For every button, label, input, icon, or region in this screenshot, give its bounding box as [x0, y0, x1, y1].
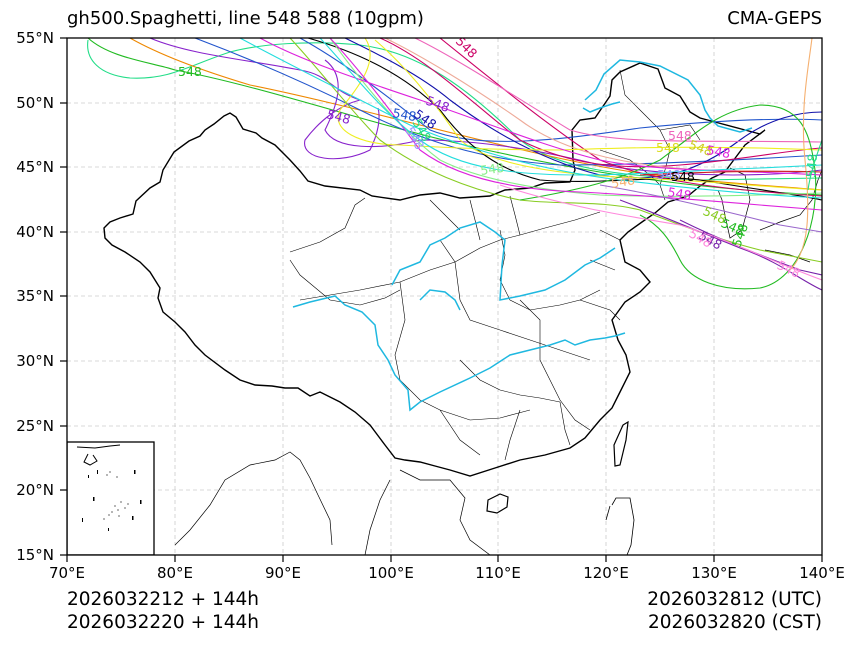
- rivers: [292, 59, 753, 412]
- yangtze-river: [292, 295, 626, 412]
- lon-label-140: 140°E: [799, 564, 845, 582]
- contour-label: 548: [705, 142, 731, 161]
- member-line: [379, 38, 822, 168]
- contour-label: 548: [803, 153, 820, 178]
- member-line: [789, 38, 813, 271]
- init-time-utc: 2026032212 + 144h: [67, 589, 260, 610]
- contour-label: 548: [391, 105, 417, 124]
- lon-label-80: 80°E: [156, 564, 194, 582]
- spaghetti-contours: [87, 38, 822, 291]
- contour-label: 548: [668, 128, 692, 143]
- philippines: [605, 497, 635, 555]
- contour-label: 548: [479, 160, 505, 178]
- lon-label-130: 130°E: [691, 564, 737, 582]
- member-line: [619, 199, 822, 291]
- member-line: [344, 38, 822, 179]
- member-line: [239, 38, 822, 199]
- member-line: [384, 38, 822, 173]
- member-line: [307, 38, 822, 201]
- contour-label: 548: [325, 106, 352, 127]
- member-line: [639, 170, 822, 176]
- lon-label-110: 110°E: [475, 564, 521, 582]
- contour-label: 548: [666, 184, 692, 203]
- member-line: [194, 38, 822, 166]
- member-line: [414, 38, 822, 143]
- member-line: [87, 38, 822, 196]
- contour-label: 548: [178, 64, 202, 79]
- heilongjiang-river: [584, 59, 753, 133]
- contour-label: 548: [656, 140, 680, 155]
- gridlines: [67, 38, 822, 555]
- member-line: [329, 38, 822, 211]
- lat-label-40: 40°N: [16, 223, 54, 241]
- init-time-cst: 2026032220 + 144h: [67, 612, 260, 633]
- lat-label-50: 50°N: [16, 94, 54, 112]
- province-borders: [289, 69, 701, 461]
- lat-label-45: 45°N: [16, 158, 54, 176]
- heilongjiang-river-west: [582, 101, 621, 113]
- lon-label-120: 120°E: [583, 564, 629, 582]
- lat-label-35: 35°N: [16, 287, 54, 305]
- lon-label-90: 90°E: [264, 564, 302, 582]
- member-line: [87, 39, 822, 181]
- contour-label: 548: [610, 172, 636, 191]
- hainan-island: [486, 493, 509, 514]
- lon-label-100: 100°E: [368, 564, 414, 582]
- member-line: [337, 38, 822, 151]
- member-line: [329, 38, 822, 197]
- chart-title: gh500.Spaghetti, line 548 588 (10gpm): [67, 8, 424, 29]
- lat-label-25: 25°N: [16, 417, 54, 435]
- south-china-sea-inset: [67, 441, 155, 555]
- contour-label: 548: [671, 169, 695, 184]
- tick-marks: [60, 37, 823, 562]
- valid-time-utc: 2026032812 (UTC): [647, 589, 822, 610]
- yellow-river-upper: [419, 289, 461, 311]
- indochina-coast: [364, 469, 491, 555]
- lon-label-70: 70°E: [48, 564, 86, 582]
- contour-label: 548: [657, 167, 681, 182]
- lat-label-30: 30°N: [16, 352, 54, 370]
- lat-label-20: 20°N: [16, 481, 54, 499]
- member-line: [499, 184, 822, 281]
- valid-time-cst: 2026032820 (CST): [648, 612, 822, 633]
- yellow-river: [391, 221, 616, 301]
- valid-time-block: 2026032812 (UTC) 2026032820 (CST): [647, 588, 822, 634]
- lat-label-15: 15°N: [16, 546, 54, 564]
- taiwan-island: [613, 420, 629, 467]
- member-line: [599, 184, 822, 233]
- india-coast: [174, 451, 333, 546]
- member-line: [519, 104, 817, 290]
- source-label: CMA-GEPS: [727, 8, 822, 29]
- member-line: [374, 39, 822, 191]
- member-line: [807, 139, 822, 191]
- init-time-block: 2026032212 + 144h 2026032220 + 144h: [67, 588, 259, 634]
- lat-label-55: 55°N: [16, 29, 54, 47]
- member-line: [319, 38, 822, 176]
